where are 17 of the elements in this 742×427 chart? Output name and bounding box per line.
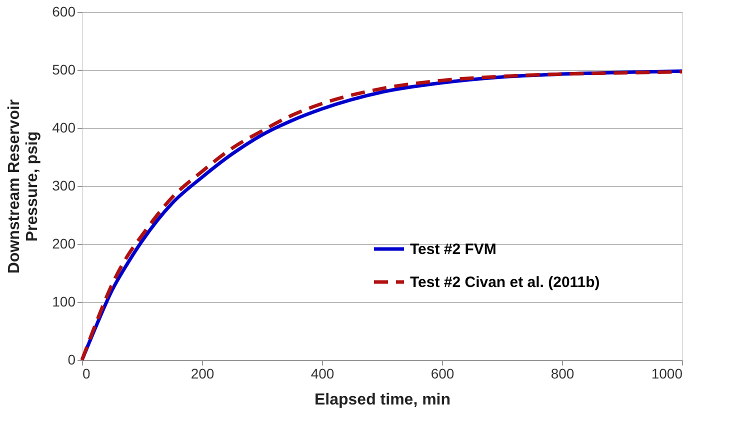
y-tick-label: 600	[52, 4, 76, 20]
legend-label: Test #2 FVM	[410, 241, 496, 258]
y-tick-label: 400	[52, 120, 76, 136]
y-tick-label: 0	[68, 352, 76, 368]
x-tick-label: 200	[190, 366, 214, 382]
x-tick-label: 800	[550, 366, 574, 382]
y-tick-label: 300	[52, 178, 76, 194]
x-tick-label: 1000	[651, 366, 683, 382]
x-tick-label: 0	[82, 366, 90, 382]
y-tick-label: 100	[52, 294, 76, 310]
y-tick-label: 500	[52, 62, 76, 78]
x-tick-label: 400	[310, 366, 334, 382]
x-tick-label: 600	[430, 366, 454, 382]
x-axis-title: Elapsed time, min	[314, 392, 451, 408]
y-tick-label: 200	[52, 236, 76, 252]
legend-label: Test #2 Civan et al. (2011b)	[410, 274, 600, 291]
y-axis-title: Downstream Reservoir Pressure, psig	[6, 99, 42, 274]
